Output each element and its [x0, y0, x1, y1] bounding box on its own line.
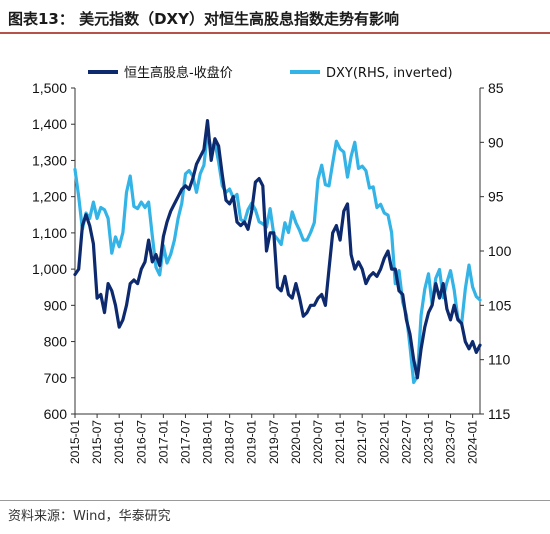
legend-label-hsi: 恒生高股息-收盘价 — [124, 65, 233, 81]
y-left-tick-label: 1,400 — [32, 116, 67, 132]
legend: 恒生高股息-收盘价 DXY(RHS, inverted) — [88, 65, 453, 81]
chart-title: 图表13： 美元指数（DXY）对恒生高股息指数走势有影响 — [8, 10, 399, 28]
y-right-tick-label: 85 — [488, 80, 504, 96]
y-right-tick-label: 90 — [488, 134, 504, 150]
footer-rule — [0, 500, 550, 501]
y-left-tick-label: 600 — [44, 406, 68, 422]
y-right-tick-label: 105 — [488, 297, 512, 313]
x-tick-label: 2019-07 — [267, 420, 281, 464]
y-left-tick-label: 1,000 — [32, 261, 67, 277]
y-right-tick-label: 100 — [488, 243, 512, 259]
y-left-tick-label: 1,100 — [32, 225, 67, 241]
y-left-tick-label: 1,500 — [32, 80, 67, 96]
x-tick-label: 2022-07 — [399, 420, 413, 464]
x-tick-label: 2020-01 — [289, 420, 303, 464]
y-left-tick-label: 1,200 — [32, 189, 67, 205]
x-tick-label: 2020-07 — [311, 420, 325, 464]
series-lines — [73, 118, 482, 385]
x-tick-label: 2021-01 — [333, 420, 347, 464]
x-tick-label: 2016-07 — [134, 420, 148, 464]
x-tick-label: 2022-01 — [377, 420, 391, 464]
series-line-dxy — [73, 131, 482, 385]
y-left-tick-label: 900 — [44, 297, 68, 313]
title-underline — [0, 32, 550, 34]
y-left-tick-label: 700 — [44, 370, 68, 386]
series-line-hsi — [73, 118, 482, 380]
y-left-tick-label: 800 — [44, 334, 68, 350]
x-tick-label: 2018-07 — [223, 420, 237, 464]
x-tick-label: 2024-01 — [466, 420, 480, 464]
axes: 1,500 1,400 1,300 1,200 1,100 1,000 900 800 700 6… — [32, 80, 512, 464]
x-tick-label: 2018-01 — [201, 420, 215, 464]
y-right-tick-label: 110 — [488, 352, 511, 368]
source-note: 资料来源：Wind，华泰研究 — [8, 509, 171, 524]
x-tick-label: 2015-07 — [90, 420, 104, 464]
x-tick-label: 2019-01 — [245, 420, 259, 464]
y-right-tick-label: 95 — [488, 189, 504, 205]
x-tick-label: 2023-07 — [444, 420, 458, 464]
x-tick-label: 2017-07 — [178, 420, 192, 464]
x-tick-label: 2017-01 — [156, 420, 170, 464]
x-tick-label: 2015-01 — [68, 420, 82, 464]
legend-label-dxy: DXY(RHS, inverted) — [326, 66, 453, 81]
y-right-tick-label: 115 — [488, 406, 511, 422]
x-tick-label: 2023-01 — [421, 420, 435, 464]
y-left-tick-label: 1,300 — [32, 152, 67, 168]
x-tick-label: 2016-01 — [112, 420, 126, 464]
x-tick-label: 2021-07 — [355, 420, 369, 464]
